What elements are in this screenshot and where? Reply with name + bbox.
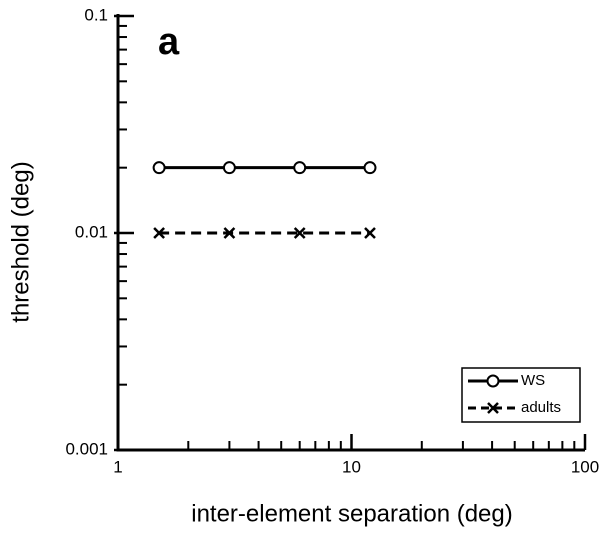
legend-box xyxy=(461,367,581,423)
marker xyxy=(223,227,236,239)
y-tick-label: 0.1 xyxy=(84,5,108,24)
x-axis-label: inter-element separation (deg) xyxy=(191,500,513,527)
x-tick-label: 100 xyxy=(571,457,599,476)
marker xyxy=(363,161,377,175)
y-axis-label: threshold (deg) xyxy=(7,161,34,322)
legend-marker xyxy=(487,402,499,414)
marker xyxy=(222,161,236,175)
legend-label: adults xyxy=(521,399,561,416)
x-tick-label: 10 xyxy=(342,457,361,476)
x-tick-label: 1 xyxy=(113,457,122,476)
marker xyxy=(153,227,166,239)
legend-label: WS xyxy=(521,372,545,389)
y-tick-label: 0.001 xyxy=(65,439,108,458)
panel-label: a xyxy=(158,21,180,63)
legend-marker xyxy=(486,374,500,388)
marker xyxy=(293,227,306,239)
marker xyxy=(152,161,166,175)
marker xyxy=(364,227,376,239)
y-tick-label: 0.01 xyxy=(75,222,108,241)
marker xyxy=(293,161,307,175)
